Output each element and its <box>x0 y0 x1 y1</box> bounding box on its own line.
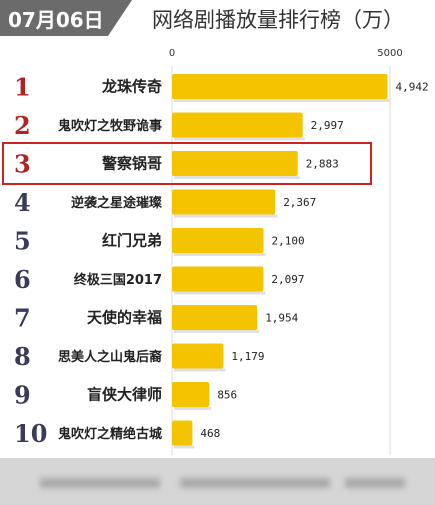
value-label: 2,883 <box>306 158 339 171</box>
value-label: 2,997 <box>311 119 344 132</box>
footer-blur-2 <box>180 478 330 488</box>
bar <box>172 420 193 446</box>
bar-shadow <box>174 330 260 333</box>
bar <box>172 266 264 292</box>
bar-shadow <box>174 253 266 256</box>
rank-number: 10 <box>14 419 47 448</box>
rank-number: 4 <box>14 188 31 217</box>
chart-title: 网络剧播放量排行榜（万） <box>152 8 404 32</box>
bar-shadow <box>174 291 266 295</box>
category-label: 逆袭之星途璀璨 <box>71 195 163 211</box>
value-label: 2,097 <box>271 273 304 286</box>
bar <box>172 305 258 330</box>
category-label: 龙珠传奇 <box>101 78 162 96</box>
bar-shadow <box>174 137 305 141</box>
bar <box>172 228 264 253</box>
footer-watermark <box>0 458 435 505</box>
bar-shadow <box>174 445 195 449</box>
highlight-frame <box>2 142 372 185</box>
value-label: 4,942 <box>395 81 428 94</box>
bar-shadow <box>174 368 226 372</box>
category-label: 盲侠大律师 <box>87 386 162 404</box>
rank-number: 3 <box>14 150 31 179</box>
rank-number: 2 <box>14 111 31 140</box>
rank-number: 9 <box>14 381 31 410</box>
bar <box>172 112 303 138</box>
rank-number: 5 <box>14 227 31 256</box>
value-label: 1,179 <box>231 350 264 363</box>
value-label: 2,367 <box>283 196 316 209</box>
category-label: 终极三国2017 <box>74 272 162 288</box>
rank-number: 6 <box>14 265 31 294</box>
bar <box>172 382 210 407</box>
date-banner: 07月06日 <box>0 0 132 36</box>
value-label: 468 <box>200 427 220 440</box>
bar-shadow <box>174 407 212 410</box>
footer-blur-1 <box>40 478 160 488</box>
bar-shadow <box>174 176 300 179</box>
bar <box>172 74 388 99</box>
footer-blur-3 <box>345 478 405 488</box>
value-label: 856 <box>217 389 237 402</box>
date-label: 07月06日 <box>8 8 104 32</box>
bar-shadow <box>174 214 278 218</box>
category-label: 思美人之山鬼后裔 <box>58 349 162 365</box>
category-label: 警察锅哥 <box>101 155 162 173</box>
bar <box>172 189 276 215</box>
category-label: 天使的幸福 <box>87 309 162 327</box>
category-label: 鬼吹灯之精绝古城 <box>58 426 162 442</box>
value-label: 1,954 <box>265 312 298 325</box>
x-tick-label: 5000 <box>377 48 402 59</box>
value-label: 2,100 <box>272 235 305 248</box>
bar <box>172 151 298 176</box>
category-label: 鬼吹灯之牧野诡事 <box>58 118 162 134</box>
bar <box>172 343 224 369</box>
rank-number: 7 <box>14 304 31 333</box>
x-tick-label: 0 <box>169 48 175 59</box>
rank-number: 8 <box>14 342 31 371</box>
bar-shadow <box>174 99 390 102</box>
rank-number: 1 <box>14 73 31 102</box>
category-label: 红门兄弟 <box>102 232 162 250</box>
